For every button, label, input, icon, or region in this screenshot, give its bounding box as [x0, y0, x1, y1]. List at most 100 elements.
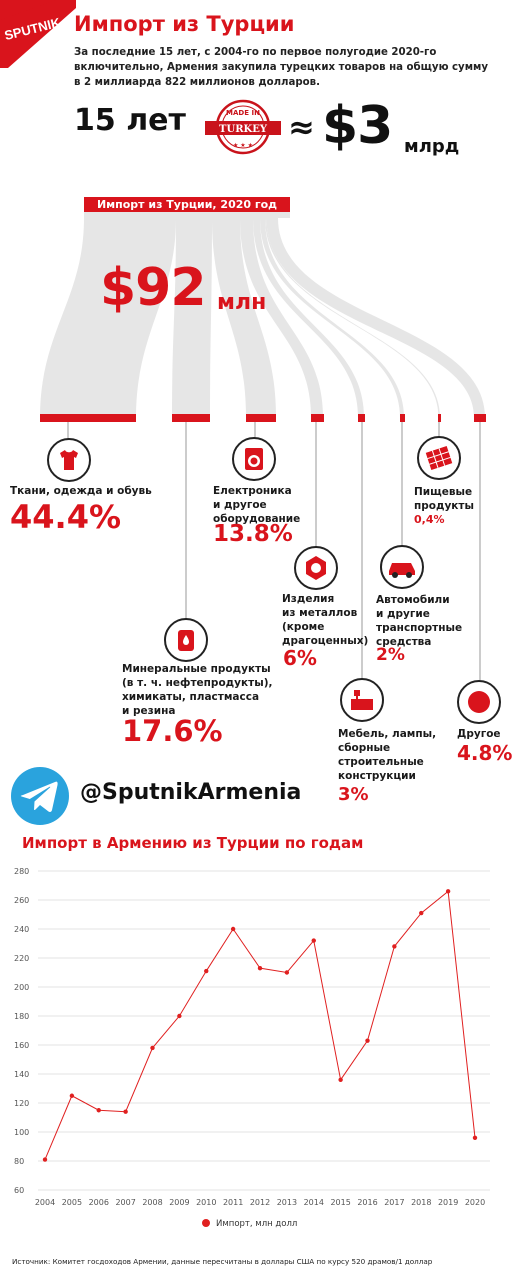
category-connectors: [67, 422, 481, 680]
data-point: [472, 1135, 478, 1141]
flow-minerals: [172, 218, 212, 418]
flow-end-textiles: [40, 414, 136, 422]
circle-icon: [457, 680, 501, 724]
category-pct-metals: 6%: [283, 646, 317, 670]
chocolate-icon: [417, 436, 461, 480]
x-tick-label: 2013: [277, 1198, 297, 1207]
washing-machine-icon: [232, 437, 276, 481]
category-pct-furniture: 3%: [338, 784, 369, 805]
x-tick-label: 2008: [142, 1198, 162, 1207]
data-point: [230, 926, 236, 932]
x-tick-label: 2010: [196, 1198, 216, 1207]
flow-end-electronics: [246, 414, 276, 422]
data-point: [338, 1077, 343, 1083]
x-tick-label: 2009: [169, 1198, 189, 1207]
y-tick-label: 120: [14, 1099, 29, 1108]
x-tick-label: 2019: [438, 1198, 458, 1207]
sputnik-logo[interactable]: SPUTNIK: [0, 0, 76, 68]
y-tick-label: 220: [14, 954, 29, 963]
category-label-other: Другое: [457, 728, 501, 740]
sankey-title: Импорт из Турции, 2020 год: [96, 198, 278, 211]
data-point: [177, 1013, 182, 1019]
data-point: [257, 965, 263, 971]
category-label-metals: Изделия из металлов (кроме драгоценных): [282, 593, 369, 647]
y-tick-label: 140: [14, 1070, 29, 1079]
flow-end-cars: [400, 414, 405, 422]
hex-nut-icon: [294, 546, 338, 590]
page-title: Импорт из Турции: [74, 12, 295, 36]
data-point: [96, 1108, 101, 1113]
flow-end-other: [474, 414, 486, 422]
flow-electronics: [212, 218, 276, 418]
sankey-amount: $92: [100, 258, 207, 318]
category-label-electronics: Електроника и другое оборудование: [213, 485, 301, 525]
data-point: [392, 944, 397, 949]
y-tick-label: 260: [14, 896, 29, 905]
line-chart: 60 80 100 120 140 160 180 200 220 240 260 280 2004 2…: [14, 867, 490, 1229]
total-amount: $3: [322, 96, 393, 156]
x-tick-label: 2015: [330, 1198, 350, 1207]
chart-legend: Импорт, млн долл: [202, 1219, 297, 1229]
source-note: Источник: Комитет госдоходов Армении, да…: [12, 1257, 433, 1266]
made-in-turkey-stamp: MADE IN TURKEY ★ ★ ★: [205, 99, 281, 155]
x-tick-label: 2018: [411, 1198, 431, 1207]
y-tick-label: 100: [14, 1128, 29, 1137]
x-tick-label: 2006: [89, 1198, 109, 1207]
x-tick-label: 2017: [384, 1198, 404, 1207]
x-tick-label: 2005: [62, 1198, 82, 1207]
flow-end-food: [438, 414, 441, 422]
sankey-unit: млн: [217, 290, 267, 315]
y-tick-label: 200: [14, 983, 29, 992]
data-point: [419, 910, 424, 916]
x-tick-label: 2007: [115, 1198, 135, 1207]
x-tick-label: 2020: [465, 1198, 485, 1207]
legend-marker: [202, 1219, 210, 1227]
data-point: [284, 970, 290, 975]
flow-textiles: [40, 218, 176, 418]
x-tick-label: 2014: [304, 1198, 324, 1207]
furniture-icon: [340, 678, 384, 722]
car-icon: [380, 545, 424, 589]
flow-end-metals: [311, 414, 324, 422]
x-tick-label: 2016: [357, 1198, 377, 1207]
category-label-furniture: Мебель, лампы, сборные строительные конс…: [338, 728, 437, 782]
y-tick-label: 240: [14, 925, 29, 934]
category-pct-cars: 2%: [376, 645, 405, 665]
category-pct-minerals: 17.6%: [122, 714, 223, 748]
series-line: [44, 890, 476, 1160]
years-label: 15 лет: [74, 103, 186, 138]
sankey-header-bar: [84, 197, 290, 212]
x-tick-label: 2011: [223, 1198, 243, 1207]
telegram-handle[interactable]: @SputnikArmenia: [80, 780, 302, 805]
y-tick-label: 60: [14, 1186, 24, 1195]
flow-end-minerals: [172, 414, 210, 422]
data-point: [150, 1045, 155, 1051]
intro-text: За последние 15 лет, с 2004-го по первое…: [74, 47, 488, 88]
category-pct-other: 4.8%: [457, 741, 513, 765]
y-tick-label: 80: [14, 1157, 24, 1166]
telegram-icon[interactable]: [10, 766, 70, 826]
data-point: [123, 1109, 128, 1114]
category-pct-electronics: 13.8%: [213, 521, 293, 547]
category-label-food: Пищевые продукты: [414, 486, 475, 512]
flow-metals: [240, 218, 323, 418]
y-tick-label: 280: [14, 867, 29, 876]
tshirt-icon: [47, 438, 91, 482]
y-tick-label: 160: [14, 1041, 29, 1050]
category-pct-textiles: 44.4%: [10, 498, 122, 536]
category-label-cars: Автомобили и другие транспортные средств…: [376, 594, 463, 648]
stamp-main-text: TURKEY: [219, 124, 268, 135]
stamp-stars: ★ ★ ★: [233, 142, 253, 149]
data-point: [69, 1093, 75, 1098]
flow-other: [266, 218, 485, 418]
x-tick-label: 2012: [250, 1198, 270, 1207]
category-label-minerals: Минеральные продукты (в т. ч. нефтепроду…: [122, 663, 273, 717]
data-point: [365, 1038, 370, 1043]
category-label-textiles: Ткани, одежда и обувь: [10, 485, 152, 497]
chart-title: Импорт в Армению из Турции по годам: [22, 834, 364, 852]
total-unit: млрд: [404, 136, 460, 157]
category-pct-food: 0,4%: [414, 513, 445, 526]
sankey-diagram: [40, 197, 486, 422]
flow-end-furniture: [358, 414, 365, 422]
data-point: [204, 968, 209, 974]
